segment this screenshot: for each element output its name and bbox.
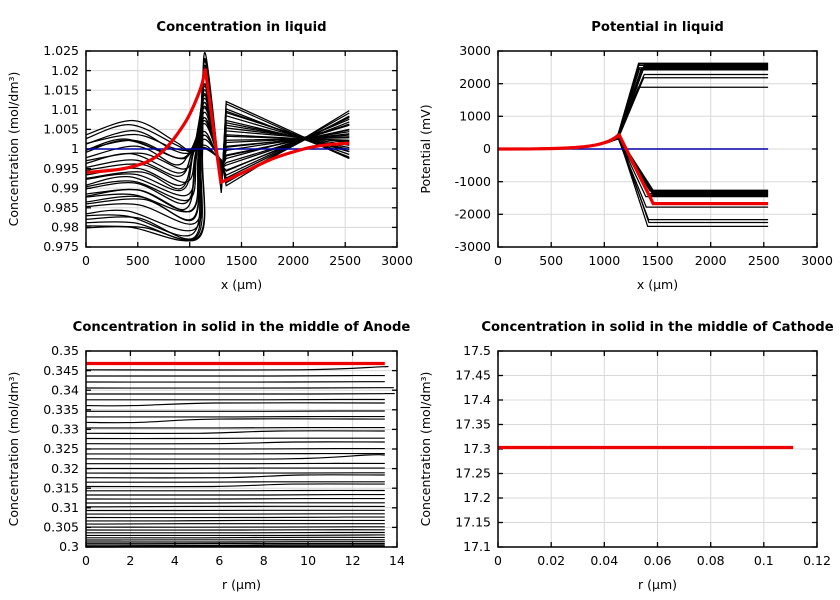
x-tick-label: 4 — [171, 553, 179, 568]
y-tick-label: 1.02 — [51, 63, 79, 78]
x-tick-label: 0 — [494, 253, 502, 268]
y-tick-label: 1 — [71, 141, 79, 156]
y-tick-label: 17.3 — [463, 441, 491, 456]
y-tick-label: 0 — [483, 141, 491, 156]
x-tick-label: 0 — [82, 253, 90, 268]
plot-title: Potential in liquid — [591, 20, 724, 35]
x-tick-label: 1000 — [174, 253, 206, 268]
y-tick-label: 3000 — [459, 43, 491, 58]
x-tick-label: 0.1 — [754, 553, 774, 568]
y-tick-label: 17.2 — [463, 490, 491, 505]
y-tick-label: 0.34 — [51, 382, 79, 397]
x-tick-label: 0 — [82, 553, 90, 568]
series-area — [85, 52, 350, 242]
subplot-concentration-liquid: 0 500 1000 1500 2000 2500 3000 0.975 0.98 0.985 0.… — [6, 20, 413, 292]
series-black-curves — [85, 366, 395, 548]
y-tick-label: 17.25 — [455, 466, 491, 481]
y-axis-label: Concentration (mol/dm³) — [418, 372, 433, 527]
y-tick-label: 17.15 — [455, 515, 491, 530]
y-tick-label: 1000 — [459, 109, 491, 124]
y-tick-label: 1.025 — [43, 43, 79, 58]
x-tick-label: 0.12 — [803, 553, 831, 568]
y-tick-label: 0.99 — [51, 180, 79, 195]
x-axis-label: r (µm) — [638, 577, 677, 592]
x-tick-label: 0 — [494, 553, 502, 568]
y-tick-label: 17.35 — [455, 417, 491, 432]
subplot-potential-liquid: 0 500 1000 1500 2000 2500 3000 -3000 -2000 -1000 0… — [418, 20, 833, 292]
y-tick-label: -2000 — [455, 207, 491, 222]
y-axis-label: Potential (mV) — [418, 104, 433, 193]
y-tick-label: 0.345 — [43, 363, 79, 378]
y-tick-label: 0.33 — [51, 422, 79, 437]
x-tick-label: 500 — [539, 253, 563, 268]
x-tick-label: 8 — [260, 553, 268, 568]
subplot-concentration-solid-cathode: 0 0.02 0.04 0.06 0.08 0.1 0.12 17.1 17.15 17.2 17.… — [418, 320, 834, 592]
x-tick-label: 3000 — [801, 253, 833, 268]
x-tick-label: 6 — [215, 553, 223, 568]
x-tick-label: 0.08 — [697, 553, 725, 568]
x-tick-label: 2500 — [748, 253, 780, 268]
x-tick-label: 1500 — [226, 253, 258, 268]
y-tick-label: 0.325 — [43, 441, 79, 456]
y-tick-label: 0.31 — [51, 500, 79, 515]
y-tick-label: 0.35 — [51, 343, 79, 358]
y-axis-label: Concentration (mol/dm³) — [6, 372, 21, 527]
y-tick-label: 17.4 — [463, 392, 491, 407]
x-tick-label: 0.04 — [590, 553, 618, 568]
plot-title: Concentration in liquid — [156, 20, 326, 35]
y-tick-label: 1.01 — [51, 102, 79, 117]
x-axis-label: r (µm) — [222, 577, 261, 592]
x-tick-label: 2000 — [277, 253, 309, 268]
y-tick-label: 0.98 — [51, 220, 79, 235]
y-tick-label: 17.5 — [463, 343, 491, 358]
y-tick-label: 17.1 — [463, 539, 491, 554]
x-tick-label: 0.02 — [537, 553, 565, 568]
x-tick-label: 2000 — [695, 253, 727, 268]
y-tick-label: 2000 — [459, 76, 491, 91]
series-area — [85, 361, 395, 548]
x-tick-label: 2 — [126, 553, 134, 568]
y-tick-label: 0.32 — [51, 461, 79, 476]
series-red-highlight — [497, 132, 769, 206]
y-tick-label: 0.315 — [43, 480, 79, 495]
series-area — [497, 62, 769, 228]
x-tick-label: 3000 — [381, 253, 413, 268]
y-tick-label: 0.335 — [43, 402, 79, 417]
y-tick-label: -3000 — [455, 239, 491, 254]
y-tick-label: -1000 — [455, 174, 491, 189]
plot-title: Concentration in solid in the middle of … — [481, 320, 833, 335]
x-tick-label: 0.06 — [644, 553, 672, 568]
subplot-concentration-solid-anode: 0 2 4 6 8 10 12 14 0.3 0.305 0.31 0.315 0.32 0.325 0.3… — [6, 320, 410, 592]
y-tick-label: 0.995 — [43, 161, 79, 176]
x-axis-label: x (µm) — [637, 277, 678, 292]
x-tick-label: 10 — [300, 553, 316, 568]
y-axis-label: Concentration (mol/dm³) — [6, 72, 21, 227]
series-black-curves — [497, 62, 769, 228]
x-axis-label: x (µm) — [221, 277, 262, 292]
y-tick-label: 0.975 — [43, 239, 79, 254]
plot-title: Concentration in solid in the middle of … — [73, 320, 411, 335]
plot-border — [497, 50, 818, 248]
x-tick-label: 1000 — [588, 253, 620, 268]
plot-border — [85, 350, 398, 548]
y-tick-label: 17.45 — [455, 368, 491, 383]
x-tick-label: 1500 — [642, 253, 674, 268]
plot-border — [497, 350, 818, 548]
x-tick-label: 500 — [126, 253, 150, 268]
x-tick-label: 2500 — [329, 253, 361, 268]
x-tick-label: 14 — [389, 553, 405, 568]
plot-border — [85, 50, 398, 248]
y-tick-label: 0.305 — [43, 520, 79, 535]
x-tick-label: 12 — [345, 553, 361, 568]
y-tick-label: 0.985 — [43, 200, 79, 215]
y-tick-label: 0.3 — [59, 539, 79, 554]
y-tick-label: 1.015 — [43, 82, 79, 97]
series-red-highlight — [85, 68, 350, 185]
y-tick-label: 1.005 — [43, 122, 79, 137]
